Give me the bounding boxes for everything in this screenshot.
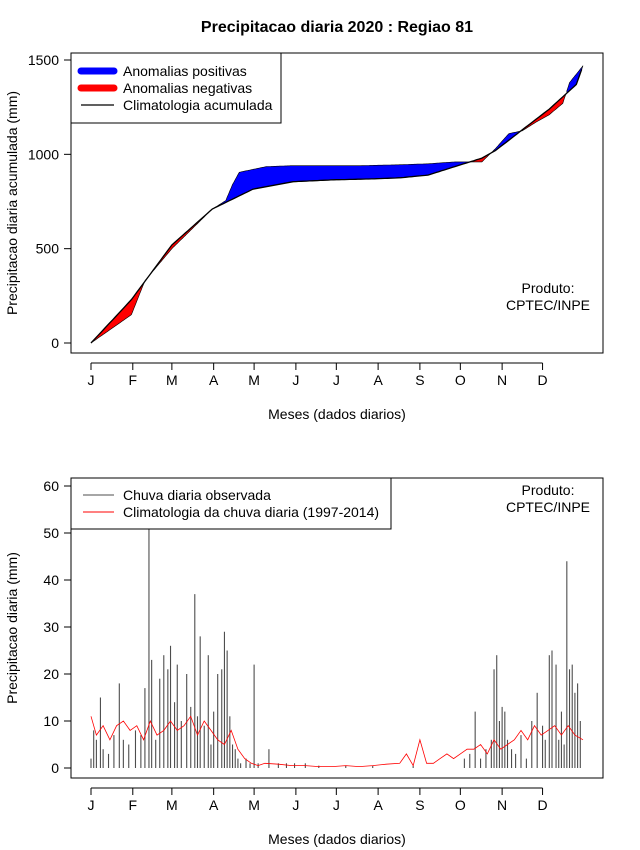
daily-panel: 0 10 20 30 40 50 60 J F M A M J J A S O N D Meses (dados … xyxy=(4,477,604,847)
positive-anomaly-area xyxy=(566,65,584,94)
x-tick-label: J xyxy=(88,372,95,388)
bottom-legend-box xyxy=(70,477,392,530)
x-tick-label: F xyxy=(129,797,138,813)
x-tick-label: S xyxy=(415,797,424,813)
y-tick-label: 500 xyxy=(36,241,60,257)
legend-label-observed: Chuva diaria observada xyxy=(123,487,271,503)
climatology-daily-line xyxy=(90,715,584,768)
accumulated-panel: 0 500 1000 1500 J F M A M J J A S O N D Meses (dados d… xyxy=(4,52,604,422)
x-tick-label: M xyxy=(248,797,260,813)
x-tick-label: A xyxy=(209,797,219,813)
x-tick-label: J xyxy=(333,372,340,388)
bottom-product-source: CPTEC/INPE xyxy=(506,499,590,515)
observed-rain-bars xyxy=(90,528,581,768)
x-tick-label: D xyxy=(537,372,547,388)
positive-anomaly-area xyxy=(212,161,472,210)
climatology-accumulated-line xyxy=(90,69,583,344)
top-legend: Anomalias positivas Anomalias negativas … xyxy=(70,52,282,124)
top-y-axis: 0 500 1000 1500 xyxy=(28,52,72,351)
y-tick-label: 40 xyxy=(43,572,59,588)
y-tick-label: 0 xyxy=(51,335,59,351)
bottom-y-axis-title: Precipitacao diaria (mm) xyxy=(4,552,20,704)
y-tick-label: 0 xyxy=(51,760,59,776)
x-tick-label: J xyxy=(292,372,299,388)
bottom-legend: Chuva diaria observada Climatologia da c… xyxy=(70,477,392,530)
bottom-x-axis-title: Meses (dados diarios) xyxy=(268,831,406,847)
x-tick-label: F xyxy=(129,372,138,388)
x-tick-label: J xyxy=(292,797,299,813)
x-tick-label: A xyxy=(373,372,383,388)
y-tick-label: 50 xyxy=(43,525,59,541)
legend-label-negative: Anomalias negativas xyxy=(123,80,252,96)
y-tick-label: 20 xyxy=(43,666,59,682)
x-tick-label: N xyxy=(497,372,507,388)
x-tick-label: A xyxy=(373,797,383,813)
y-tick-label: 1500 xyxy=(28,52,59,68)
bottom-y-axis: 0 10 20 30 40 50 60 xyxy=(43,478,72,776)
bottom-product-label: Produto: xyxy=(522,482,575,498)
chart-title: Precipitacao diaria 2020 : Regiao 81 xyxy=(201,19,473,36)
x-tick-label: S xyxy=(415,372,424,388)
x-tick-label: A xyxy=(209,372,219,388)
top-x-axis-title: Meses (dados diarios) xyxy=(268,406,406,422)
x-tick-label: M xyxy=(166,797,178,813)
top-product-label: Produto: xyxy=(522,280,575,296)
legend-label-climatology: Climatologia acumulada xyxy=(123,97,273,113)
x-tick-label: J xyxy=(333,797,340,813)
negative-anomaly-area xyxy=(148,208,213,277)
y-tick-label: 60 xyxy=(43,478,59,494)
y-tick-label: 10 xyxy=(43,713,59,729)
y-tick-label: 30 xyxy=(43,619,59,635)
x-tick-label: N xyxy=(497,797,507,813)
top-y-axis-title: Precipitacao diaria acumulada (mm) xyxy=(4,91,20,315)
x-tick-label: O xyxy=(455,372,466,388)
x-tick-label: M xyxy=(248,372,260,388)
x-tick-label: J xyxy=(88,797,95,813)
x-tick-label: O xyxy=(455,797,466,813)
x-tick-label: M xyxy=(166,372,178,388)
top-product-source: CPTEC/INPE xyxy=(506,297,590,313)
y-tick-label: 1000 xyxy=(28,146,59,162)
legend-label-climatology-daily: Climatologia da chuva diaria (1997-2014) xyxy=(123,504,379,520)
legend-label-positive: Anomalias positivas xyxy=(123,63,247,79)
x-tick-label: D xyxy=(537,797,547,813)
